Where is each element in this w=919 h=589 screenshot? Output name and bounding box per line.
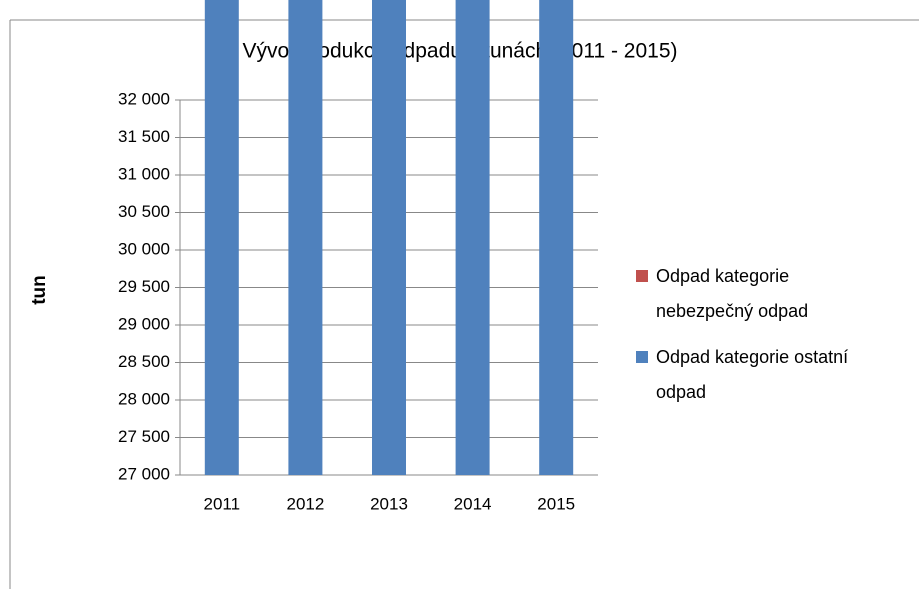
x-tick-label: 2014: [454, 494, 492, 513]
y-tick-label: 31 500: [118, 127, 170, 146]
y-tick-label: 31 000: [118, 164, 170, 183]
y-tick-label: 30 000: [118, 239, 170, 258]
y-tick-label: 28 000: [118, 389, 170, 408]
legend-swatch: [636, 270, 648, 282]
bar-segment: [288, 0, 323, 475]
bar-segment: [455, 0, 490, 475]
y-tick-label: 30 500: [118, 202, 170, 221]
y-tick-label: 27 500: [118, 427, 170, 446]
legend-label: Odpad kategorie ostatní odpad: [656, 347, 849, 402]
x-tick-label: 2012: [286, 494, 324, 513]
y-axis-label: tun: [29, 275, 50, 305]
bar-segment: [539, 0, 574, 475]
bar-segment: [204, 0, 239, 475]
y-tick-label: 29 500: [118, 277, 170, 296]
y-tick-label: 32 000: [118, 89, 170, 108]
x-tick-label: 2013: [370, 494, 408, 513]
x-tick-label: 2015: [537, 494, 575, 513]
legend-label: Odpad kategorie nebezpečný odpad: [656, 266, 809, 321]
y-tick-label: 27 000: [118, 464, 170, 483]
x-tick-label: 2011: [204, 494, 241, 513]
y-tick-label: 29 000: [118, 314, 170, 333]
legend-swatch: [636, 351, 648, 363]
y-tick-label: 28 500: [118, 352, 170, 371]
bar-segment: [372, 0, 406, 475]
